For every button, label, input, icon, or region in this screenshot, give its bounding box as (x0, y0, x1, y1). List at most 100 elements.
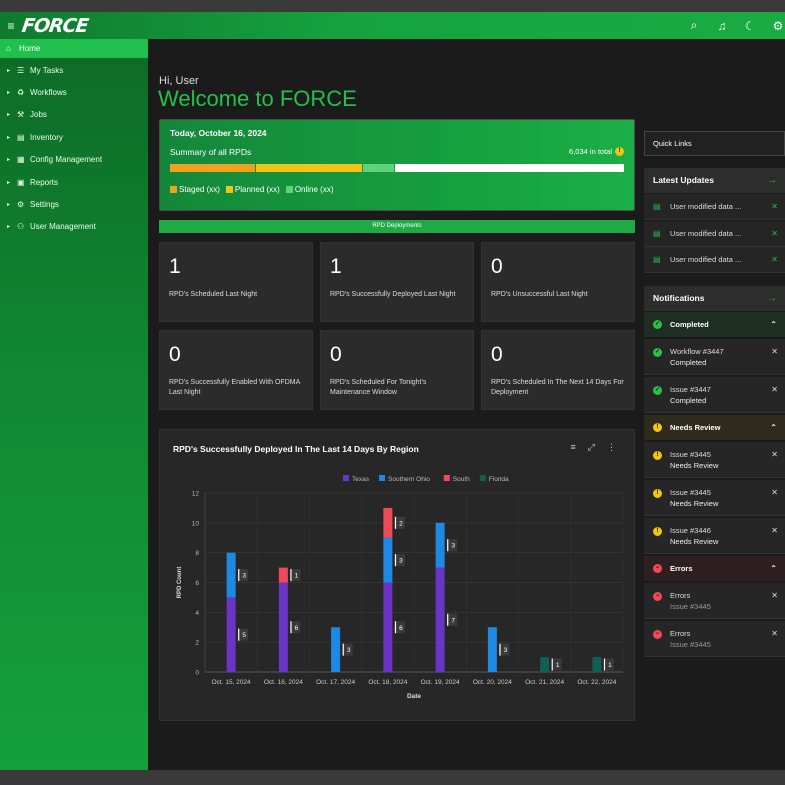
top-bar: ≡ FORCE ⌕ ♫ ☾ ⚙ (0, 12, 785, 39)
notification-group-errors[interactable]: − Errors ⌃ (644, 556, 785, 581)
workflow-icon: ♻ (17, 88, 25, 98)
home-icon: ⌂ (6, 44, 11, 53)
notification-subtitle: Completed (670, 358, 707, 367)
sidebar-item-home[interactable]: ⌂ Home (0, 39, 148, 58)
notification-item[interactable]: − Errors Issue #3445 ✕ (644, 621, 785, 657)
notification-group-needs-review[interactable]: ! Needs Review ⌃ (644, 415, 785, 440)
chevron-up-icon[interactable]: ⌃ (770, 423, 777, 432)
bar-southern-ohio (226, 552, 236, 598)
caret-right-icon[interactable]: ▸ (7, 179, 11, 186)
sidebar-item-label: Inventory (30, 132, 63, 142)
update-item[interactable]: ▤ User modified data ... ✕ (644, 220, 785, 247)
sidebar-item-settings[interactable]: ▸ ⚙ Settings (0, 193, 148, 215)
legend-label: Planned (xx) (234, 185, 280, 194)
group-title: Completed (670, 320, 709, 329)
close-icon[interactable]: ✕ (771, 255, 778, 264)
close-icon[interactable]: ✕ (771, 488, 778, 497)
data-label-box (603, 658, 614, 671)
caret-right-icon[interactable]: ▸ (7, 224, 11, 231)
summary-legend: Staged (xx) Planned (xx) Online (xx) (170, 185, 334, 194)
sidebar-item-reports[interactable]: ▸ ▣ Reports (0, 171, 148, 193)
stat-value: 0 (169, 343, 181, 366)
warning-icon[interactable]: ! (615, 147, 624, 156)
notification-title: Errors (670, 629, 691, 638)
y-tick-label: 0 (195, 670, 199, 677)
close-icon[interactable]: ✕ (771, 347, 778, 356)
update-item[interactable]: ▤ User modified data ... ✕ (644, 194, 785, 220)
bar-south (383, 507, 393, 538)
legend-swatch (343, 475, 349, 481)
data-label: 2 (399, 520, 403, 527)
deployment-stat-card: 0 RPD's Scheduled For Tonight's Maintenan… (320, 330, 474, 410)
y-tick-label: 12 (192, 491, 200, 498)
legend-swatch (170, 186, 177, 193)
chevron-up-icon[interactable]: ⌃ (770, 320, 777, 329)
settings-icon[interactable]: ⚙ (772, 18, 784, 33)
sidebar-item-inventory[interactable]: ▸ ▤ Inventory (0, 126, 148, 148)
document-icon: ▤ (653, 202, 661, 211)
data-label-marker (290, 569, 292, 582)
more-options-icon[interactable]: ⋮ (607, 442, 616, 452)
stat-value: 0 (330, 343, 342, 366)
search-icon[interactable]: ⌕ (690, 18, 698, 32)
caret-right-icon[interactable]: ▸ (7, 90, 11, 97)
quick-links-select[interactable]: Quick Links (644, 131, 785, 156)
arrow-right-icon[interactable]: → (767, 293, 777, 304)
caret-right-icon[interactable]: ▸ (7, 134, 11, 141)
hamburger-menu-icon[interactable]: ≡ (7, 18, 15, 33)
update-item[interactable]: ▤ User modified data ... ✕ (644, 247, 785, 273)
stat-label: RPD's Scheduled For Tonight's Maintenanc… (330, 379, 427, 396)
close-icon[interactable]: ✕ (771, 228, 778, 238)
data-label-marker (499, 643, 501, 656)
page-title: Welcome to FORCE (158, 86, 357, 111)
close-icon[interactable]: ✕ (771, 202, 778, 211)
caret-right-icon[interactable]: ▸ (7, 112, 11, 119)
legend-entry: Planned (xx) (225, 185, 280, 194)
legend-label: Southern Ohio (388, 476, 430, 483)
data-label-box (394, 554, 405, 567)
sidebar-item-config-management[interactable]: ▸ ▦ Config Management (0, 149, 148, 171)
notification-group-completed[interactable]: ✓ Completed ⌃ (644, 312, 785, 337)
stat-value: 1 (169, 255, 181, 278)
caret-right-icon[interactable]: ▸ (7, 67, 11, 74)
data-label-box (238, 628, 249, 641)
data-label: 3 (504, 647, 508, 654)
notification-item[interactable]: − Errors Issue #3445 ✕ (644, 583, 785, 619)
close-icon[interactable]: ✕ (771, 450, 778, 459)
sidebar-item-workflows[interactable]: ▸ ♻ Workflows (0, 81, 148, 103)
deployment-stat-card: 0 RPD's Scheduled In The Next 14 Days For… (481, 330, 635, 410)
close-icon[interactable]: ✕ (771, 526, 778, 535)
close-icon[interactable]: ✕ (771, 629, 778, 638)
stat-label: RPD's Scheduled In The Next 14 Days For … (491, 379, 624, 396)
x-tick-label: Oct. 18, 2024 (368, 679, 407, 686)
close-icon[interactable]: ✕ (771, 385, 778, 394)
sidebar-item-user-management[interactable]: ▸ ⚇ User Management (0, 216, 148, 238)
chevron-up-icon[interactable]: ⌃ (770, 564, 777, 573)
caret-right-icon[interactable]: ▸ (7, 157, 11, 164)
document-icon: ▤ (653, 255, 661, 264)
caret-right-icon[interactable]: ▸ (7, 202, 11, 209)
bell-icon[interactable]: ♫ (717, 18, 727, 33)
moon-icon[interactable]: ☾ (744, 18, 756, 33)
notification-item[interactable]: ! Issue #3445 Needs Review ✕ (644, 480, 785, 516)
notification-item[interactable]: ! Issue #3446 Needs Review ✕ (644, 518, 785, 554)
notification-subtitle: Issue #3445 (670, 640, 711, 649)
legend-south: South (443, 475, 470, 483)
notification-item[interactable]: ✓ Workflow #3447 Completed ✕ (644, 339, 785, 375)
bar-texas (435, 567, 445, 672)
expand-icon[interactable]: ⤢ (587, 442, 595, 452)
data-label-marker (447, 539, 449, 552)
sidebar-item-jobs[interactable]: ▸ ⚒ Jobs (0, 104, 148, 126)
bar-florida (540, 657, 550, 672)
sidebar-item-my-tasks[interactable]: ▸ ☰ My Tasks (0, 59, 148, 81)
menu-icon[interactable]: ≡ (570, 442, 576, 452)
close-icon[interactable]: ✕ (771, 591, 778, 600)
sidebar-item-label: Workflows (30, 88, 67, 98)
arrow-right-icon[interactable]: → (767, 175, 777, 186)
y-tick-label: 4 (195, 610, 199, 617)
notification-item[interactable]: ! Issue #3445 Needs Review ✕ (644, 442, 785, 478)
notification-item[interactable]: ✓ Issue #3447 Completed ✕ (644, 377, 785, 413)
data-label-box (394, 621, 405, 634)
status-icon: ✓ (653, 320, 662, 329)
status-icon: ✓ (653, 386, 662, 395)
